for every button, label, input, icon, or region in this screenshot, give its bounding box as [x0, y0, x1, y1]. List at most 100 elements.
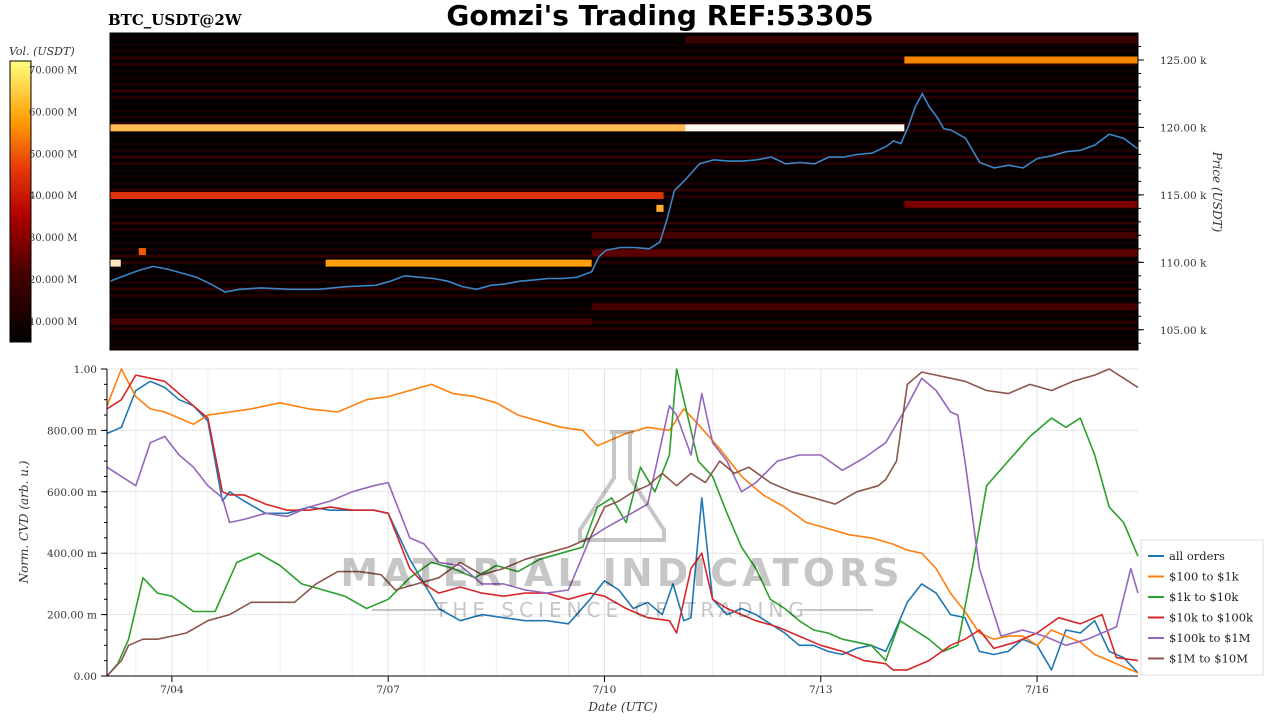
heatmap-stripe — [110, 201, 1138, 205]
heatmap-stripe — [110, 340, 1138, 344]
x-tick-label: 7/13 — [809, 684, 833, 696]
heatmap-stripe — [110, 313, 1138, 317]
legend-box — [1140, 539, 1264, 676]
heatmap-stripe — [110, 221, 1138, 225]
heatmap-stripe — [110, 109, 1138, 113]
price-tick-label: 105.00 k — [1160, 325, 1207, 337]
heatmap-stripe — [110, 122, 1138, 126]
heatmap-stripe — [110, 89, 1138, 93]
heatmap-bands — [110, 36, 1138, 326]
y-tick-label: 800.00 m — [47, 425, 97, 437]
price-tick-label: 115.00 k — [1160, 190, 1207, 202]
colorbar-label: Vol. (USDT) — [9, 45, 75, 58]
y-axis-label: Norm. CVD (arb. u.) — [17, 460, 31, 584]
cvd-series — [106, 368, 1139, 677]
heatmap-stripe — [110, 82, 1138, 86]
y-tick-label: 200.00 m — [47, 610, 97, 622]
x-tick-label: 7/10 — [593, 684, 617, 696]
heatmap-stripe — [110, 49, 1138, 53]
heatmap-stripe — [110, 267, 1138, 271]
heatmap-stripe — [110, 69, 1138, 73]
heatmap-stripe — [110, 162, 1138, 166]
heatmap-stripe — [110, 280, 1138, 284]
series-line — [106, 377, 1139, 647]
series-line — [106, 374, 1139, 671]
colorbar-tick-label: 10.000 M — [29, 317, 77, 328]
heatmap-stripe — [110, 294, 1138, 298]
x-axis-label: Date (UTC) — [587, 700, 657, 714]
price-axis-label: Price (USDT) — [1210, 151, 1224, 233]
liquidity-band — [591, 249, 1138, 257]
flask-icon — [578, 430, 666, 542]
liquidity-band — [685, 124, 905, 132]
y-tick-label: 400.00 m — [47, 548, 97, 560]
heatmap-stripe — [110, 333, 1138, 337]
heatmap-stripe — [110, 76, 1138, 80]
symbol-label: BTC_USDT@2W — [108, 11, 243, 29]
series-line — [106, 380, 1139, 674]
colorbar-tick-label: 20.000 M — [29, 275, 77, 286]
heatmap-stripe — [110, 287, 1138, 291]
heatmap-stripe — [110, 261, 1138, 265]
x-tick-label: 7/04 — [160, 684, 184, 696]
heatmap-stripe — [110, 208, 1138, 212]
watermark-line2: THE SCIENCE OF TRADING — [434, 598, 809, 622]
colorbar-tick-label: 30.000 M — [29, 233, 77, 244]
liquidity-band — [110, 124, 686, 132]
heatmap-stripe — [110, 36, 1138, 40]
legend-label: $10k to $100k — [1169, 611, 1254, 625]
liquidity-band — [325, 259, 592, 267]
y-tick-label: 600.00 m — [47, 487, 97, 499]
heatmap-panel: 105.00 k 110.00 k 115.00 k 120.00 k 125.00 k… — [109, 32, 1224, 351]
heatmap-stripe — [110, 175, 1138, 179]
heatmap-frame — [109, 32, 1139, 351]
chart-title: Gomzi's Trading REF:53305 — [446, 0, 873, 32]
x-tick-label: 7/07 — [376, 684, 400, 696]
watermark: MATERIAL INDICATORS THE SCIENCE OF TRADI… — [340, 430, 903, 622]
heatmap-stripe — [110, 148, 1138, 152]
liquidity-band — [656, 204, 664, 212]
heatmap-stripe — [110, 155, 1138, 159]
liquidity-band — [110, 318, 592, 326]
series-line — [106, 368, 1139, 677]
heatmap-stripe — [110, 96, 1138, 100]
liquidity-band — [591, 303, 1138, 311]
heatmap-stripe — [110, 214, 1138, 218]
liquidity-band — [904, 200, 1138, 208]
legend-label: all orders — [1169, 549, 1225, 563]
x-tick-label: 7/16 — [1025, 684, 1049, 696]
legend-label: $100 to $1k — [1169, 570, 1240, 584]
heatmap-stripe — [110, 115, 1138, 119]
heatmap-stripe — [110, 274, 1138, 278]
legend-label: $100k to $1M — [1169, 631, 1251, 645]
liquidity-band — [110, 192, 664, 200]
liquidity-band — [904, 56, 1138, 64]
y-tick-label: 1.00 — [74, 364, 97, 376]
colorbar-tick-label: 60.000 M — [29, 107, 77, 118]
watermark-line1: MATERIAL INDICATORS — [340, 551, 903, 595]
colorbar-tick-label: 70.000 M — [29, 65, 77, 76]
heatmap-stripe — [110, 300, 1138, 304]
heatmap-stripe — [110, 181, 1138, 185]
cvd-panel: 0.00 200.00 m 400.00 m 600.00 m 800.00 m 1.00… — [17, 364, 1139, 714]
colorbar-gradient — [9, 60, 32, 343]
heatmap-stripe — [110, 102, 1138, 106]
heatmap-stripe — [110, 168, 1138, 172]
liquidity-band — [685, 36, 1138, 44]
heatmap-stripe — [110, 188, 1138, 192]
price-line — [110, 92, 1138, 293]
price-tick-label: 125.00 k — [1160, 55, 1207, 67]
heatmap-stripe — [110, 241, 1138, 245]
heatmap-stripe — [110, 347, 1138, 350]
legend-label: $1M to $10M — [1169, 652, 1248, 666]
y-tick-label: 0.00 — [74, 671, 97, 683]
price-tick-label: 110.00 k — [1160, 257, 1207, 269]
liquidity-band — [110, 259, 121, 267]
colorbar-tick-label: 40.000 M — [29, 191, 77, 202]
colorbar: Vol. (USDT) 70.000 M 60.000 M 50.000 M 40.00… — [9, 45, 77, 343]
series-line — [106, 368, 1139, 674]
heatmap-stripe — [110, 320, 1138, 324]
heatmap-stripe — [110, 56, 1138, 60]
liquidity-band — [138, 248, 146, 256]
